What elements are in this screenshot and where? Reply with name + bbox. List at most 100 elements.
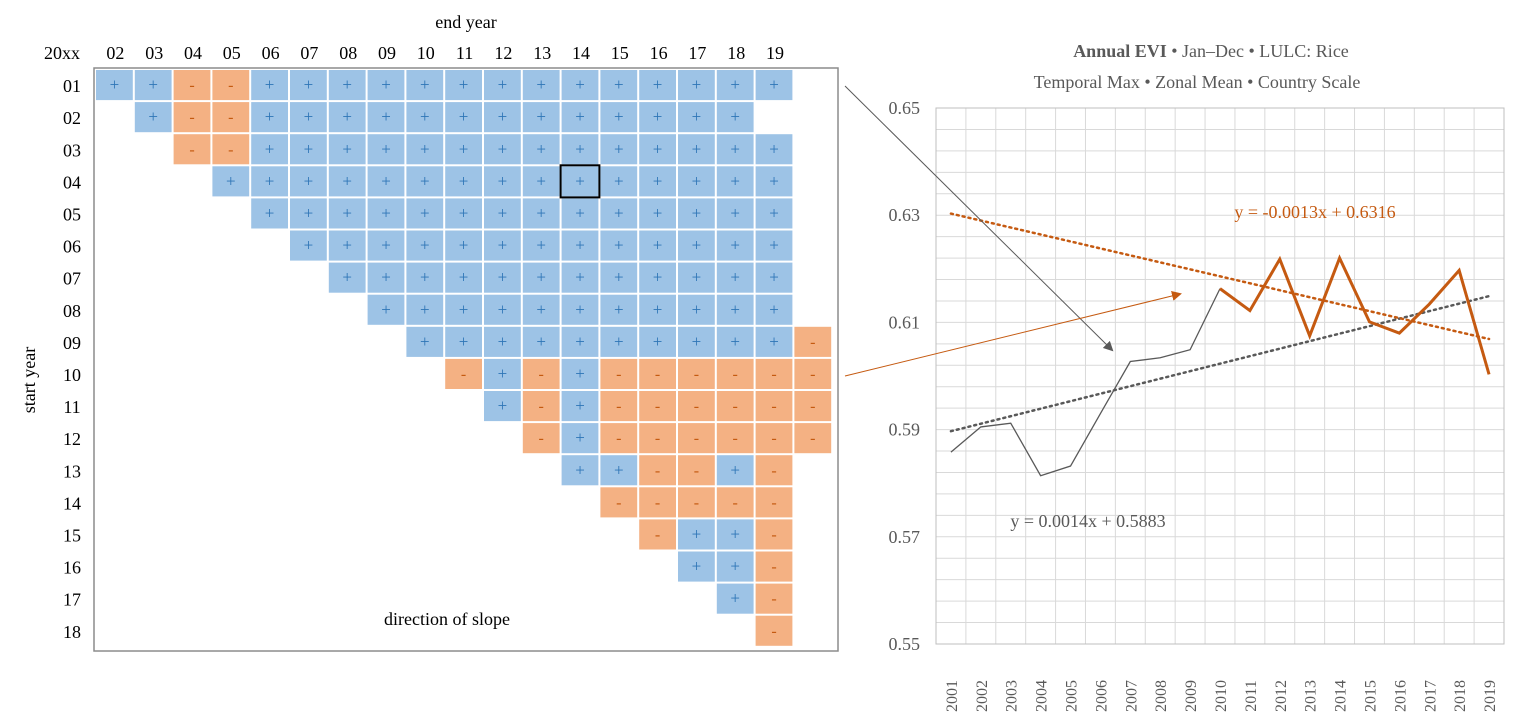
slope-sign: + bbox=[536, 107, 546, 126]
slope-sign: + bbox=[730, 589, 740, 608]
positive-slope-cell bbox=[367, 230, 405, 261]
slope-sign: - bbox=[655, 494, 660, 511]
slope-sign: - bbox=[694, 366, 699, 383]
positive-slope-cell bbox=[406, 326, 444, 357]
slope-sign: + bbox=[769, 203, 779, 222]
evi-series bbox=[950, 254, 1491, 477]
positive-slope-cell bbox=[639, 262, 676, 293]
slope-sign: + bbox=[692, 300, 702, 319]
slope-sign: - bbox=[616, 366, 621, 383]
negative-slope-cell bbox=[716, 487, 754, 518]
negative-slope-cell bbox=[212, 102, 250, 133]
slope-sign: + bbox=[536, 332, 546, 351]
start-year-label: 10 bbox=[63, 365, 81, 385]
slope-sign: + bbox=[730, 75, 740, 94]
slope-sign: - bbox=[655, 398, 660, 415]
slope-sign: + bbox=[381, 236, 391, 255]
y-tick-label: 0.59 bbox=[889, 420, 921, 440]
positive-slope-cell bbox=[755, 326, 793, 357]
positive-slope-cell bbox=[561, 102, 599, 133]
start-year-label: 18 bbox=[63, 622, 81, 642]
x-tick-label: 2011 bbox=[1243, 680, 1260, 711]
negative-slope-cell bbox=[600, 423, 638, 454]
positive-slope-cell bbox=[678, 551, 715, 582]
x-tick-label: 2019 bbox=[1482, 680, 1499, 712]
negative-slope-cell bbox=[755, 551, 793, 582]
slope-sign: + bbox=[692, 268, 702, 287]
positive-slope-cell bbox=[445, 230, 482, 261]
x-tick-label: 2015 bbox=[1362, 680, 1379, 712]
positive-slope-cell bbox=[561, 391, 599, 422]
slope-sign: + bbox=[420, 268, 430, 287]
positive-slope-cell bbox=[561, 70, 599, 101]
slope-sign: + bbox=[575, 396, 585, 415]
slope-sign: + bbox=[381, 171, 391, 190]
slope-sign: + bbox=[498, 139, 508, 158]
negative-slope-cell bbox=[173, 70, 211, 101]
highlighted-cell-frame bbox=[559, 164, 601, 199]
slope-sign: + bbox=[730, 107, 740, 126]
negative-slope-cell bbox=[794, 391, 832, 422]
slope-sign: + bbox=[653, 139, 663, 158]
positive-slope-cell bbox=[406, 198, 444, 229]
start-year-label: 09 bbox=[63, 333, 81, 353]
slope-sign: + bbox=[692, 203, 702, 222]
trend-line-full bbox=[949, 294, 1491, 433]
end-year-label: 05 bbox=[223, 43, 241, 63]
start-year-label: 03 bbox=[63, 140, 81, 160]
slope-sign: + bbox=[536, 300, 546, 319]
start-year-label: 05 bbox=[63, 204, 81, 224]
slope-sign: + bbox=[614, 139, 624, 158]
slope-sign: + bbox=[420, 139, 430, 158]
slope-sign: - bbox=[539, 398, 544, 415]
positive-slope-cell bbox=[755, 134, 793, 165]
slope-sign: + bbox=[730, 300, 740, 319]
slope-sign: - bbox=[616, 494, 621, 511]
slope-sign: - bbox=[228, 77, 233, 94]
slope-sign: + bbox=[730, 203, 740, 222]
positive-slope-cell bbox=[328, 166, 366, 197]
start-year-label: 07 bbox=[63, 269, 81, 289]
positive-slope-cell bbox=[716, 455, 754, 486]
negative-slope-cell bbox=[755, 615, 793, 646]
chart-title-rest: • Jan–Dec • LULC: Rice bbox=[1167, 41, 1349, 61]
slope-sign: + bbox=[498, 364, 508, 383]
end-year-label: 18 bbox=[727, 43, 745, 63]
slope-sign: + bbox=[498, 300, 508, 319]
positive-slope-cell bbox=[328, 230, 366, 261]
slope-sign: - bbox=[810, 334, 815, 351]
positive-slope-cell bbox=[522, 326, 560, 357]
negative-slope-cell bbox=[600, 391, 638, 422]
positive-slope-cell bbox=[445, 102, 482, 133]
positive-slope-cell bbox=[484, 391, 521, 422]
slope-sign: - bbox=[228, 109, 233, 126]
slope-sign: + bbox=[692, 171, 702, 190]
positive-slope-cell bbox=[445, 70, 482, 101]
negative-slope-cell bbox=[755, 487, 793, 518]
positive-slope-cell bbox=[639, 326, 676, 357]
end-year-label: 08 bbox=[339, 43, 357, 63]
positive-slope-cell bbox=[290, 70, 327, 101]
x-tick-labels: 2001 2002 2003 2004 2005 2006 2007 2008 2009 2010… bbox=[944, 680, 1499, 712]
slope-sign: + bbox=[459, 203, 469, 222]
positive-slope-cell bbox=[367, 70, 405, 101]
slope-sign: + bbox=[575, 203, 585, 222]
slope-sign: + bbox=[381, 203, 391, 222]
x-tick-label: 2014 bbox=[1333, 680, 1350, 712]
slope-sign: + bbox=[498, 332, 508, 351]
positive-slope-cell bbox=[328, 134, 366, 165]
positive-slope-cell bbox=[367, 262, 405, 293]
x-tick-label: 2016 bbox=[1392, 680, 1409, 712]
positive-slope-cell bbox=[755, 230, 793, 261]
slope-sign: + bbox=[614, 107, 624, 126]
negative-slope-cell bbox=[794, 423, 832, 454]
slope-sign: - bbox=[771, 366, 776, 383]
positive-slope-cell bbox=[561, 134, 599, 165]
negative-slope-cell bbox=[639, 391, 676, 422]
x-tick-label: 2017 bbox=[1422, 680, 1439, 712]
matrix-annotation: direction of slope bbox=[384, 609, 510, 629]
slope-sign: + bbox=[304, 107, 314, 126]
slope-sign: + bbox=[498, 203, 508, 222]
positive-slope-cell bbox=[639, 70, 676, 101]
slope-sign: + bbox=[536, 203, 546, 222]
